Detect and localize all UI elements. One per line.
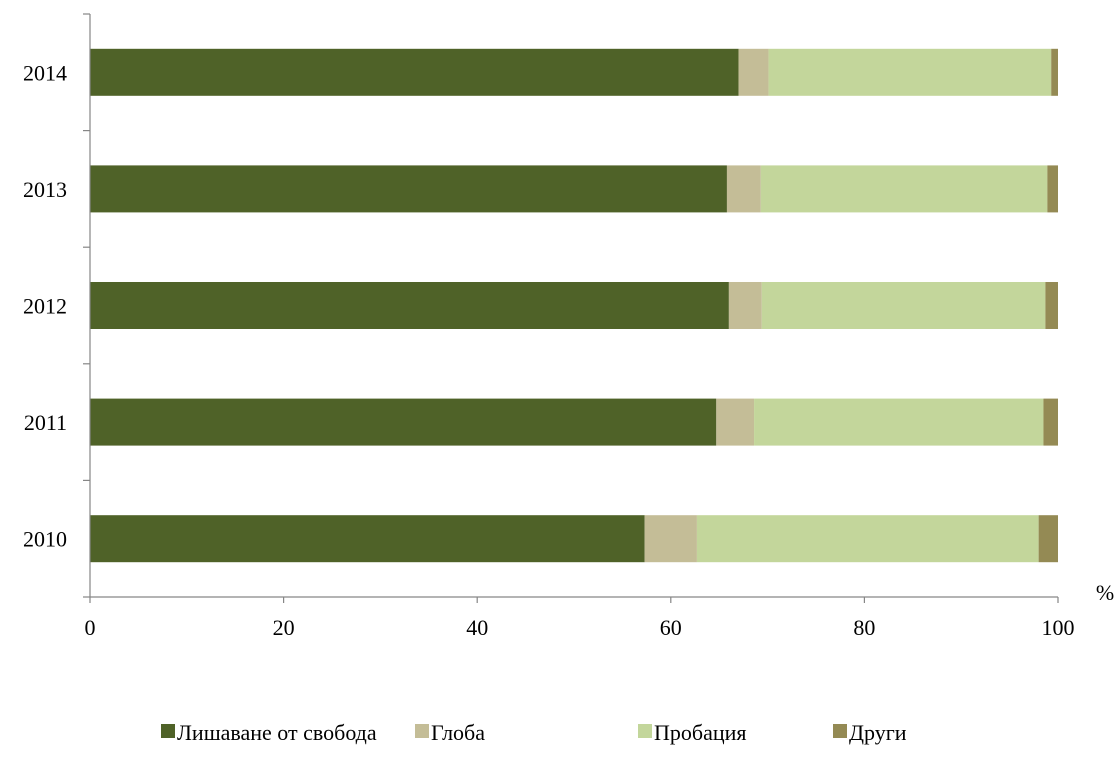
bar-segment-2013-1 <box>90 165 727 213</box>
x-axis-label: % <box>1096 580 1114 605</box>
bar-segment-2013-3 <box>760 165 1048 213</box>
x-tick-label: 40 <box>466 615 488 640</box>
bar-segment-2011-3 <box>754 398 1044 446</box>
x-tick-label: 0 <box>85 615 96 640</box>
y-tick-label: 2014 <box>23 60 67 85</box>
x-tick-label: 100 <box>1042 615 1075 640</box>
y-tick-label: 2011 <box>24 410 67 435</box>
bar-segment-2011-2 <box>716 398 755 446</box>
axes-layer <box>83 13 1059 603</box>
legend-label: Други <box>849 720 907 745</box>
legend: Лишаване от свобода Глоба Пробация Други <box>161 720 907 745</box>
y-tick-label: 2013 <box>23 177 67 202</box>
bar-segment-2010-2 <box>644 515 697 563</box>
x-tick-label: 60 <box>660 615 682 640</box>
legend-label: Глоба <box>431 720 485 745</box>
bar-segment-2010-1 <box>90 515 645 563</box>
bar-segment-2012-2 <box>728 282 762 329</box>
bar-segment-2014-3 <box>768 48 1052 96</box>
x-tick-label: 80 <box>853 615 875 640</box>
legend-swatch <box>833 724 847 738</box>
bar-segment-2013-4 <box>1047 165 1058 213</box>
bar-segment-2014-4 <box>1051 48 1058 96</box>
x-tick-label: 20 <box>273 615 295 640</box>
bar-segment-2013-2 <box>726 165 761 213</box>
legend-swatch <box>638 724 652 738</box>
bar-segment-2012-1 <box>90 282 729 329</box>
legend-swatch <box>161 724 175 738</box>
bar-segment-2010-4 <box>1038 515 1058 563</box>
bar-segment-2012-3 <box>761 282 1046 329</box>
legend-label: Лишаване от свобода <box>177 720 377 745</box>
y-tick-label: 2010 <box>23 527 67 552</box>
y-tick-label: 2012 <box>23 294 67 319</box>
bar-segment-2011-4 <box>1043 398 1058 446</box>
bar-segment-2012-4 <box>1045 282 1058 329</box>
legend-label: Пробация <box>654 720 747 745</box>
bar-segment-2010-3 <box>696 515 1039 563</box>
legend-swatch <box>415 724 429 738</box>
bars-layer <box>90 48 1058 563</box>
bar-segment-2011-1 <box>90 398 717 446</box>
labels-layer: 2010 2011 2012 2013 2014 0 20 40 60 80 100% <box>23 60 1114 640</box>
bar-segment-2014-1 <box>90 48 739 96</box>
bar-segment-2014-2 <box>738 48 769 96</box>
